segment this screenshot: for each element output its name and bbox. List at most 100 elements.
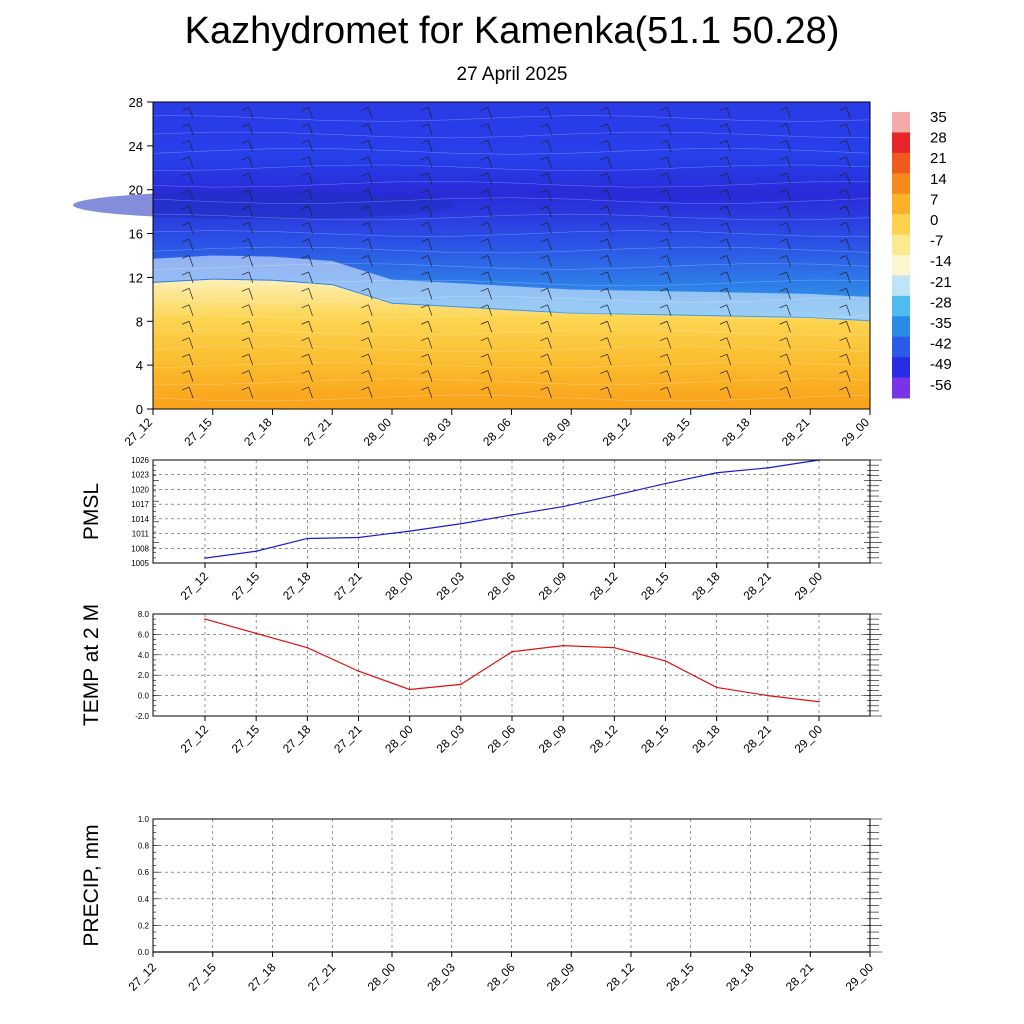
wind-barb [188, 337, 194, 349]
wind-barb-flag [301, 320, 309, 325]
wind-barb-flag [600, 222, 608, 226]
wind-barb [368, 156, 373, 168]
x-tick-label: 27_21 [331, 722, 365, 756]
wind-barb [308, 370, 313, 382]
x-tick-label: 27_18 [245, 960, 279, 994]
wind-barb [607, 189, 612, 201]
data-point [511, 514, 513, 516]
wind-barb [368, 238, 373, 251]
wind-barb [248, 107, 254, 119]
wind-barb-flag [361, 320, 369, 325]
wind-barb [487, 304, 493, 316]
wind-barb [726, 255, 732, 267]
x-tick-label: 28_15 [659, 415, 693, 449]
colorbar-swatch [892, 357, 910, 379]
wind-barb-flag [241, 205, 250, 210]
wind-barb [427, 370, 433, 382]
wind-barb [607, 304, 612, 316]
wind-barb [786, 321, 791, 333]
wind-barb-flag [182, 172, 190, 177]
wind-barb [368, 222, 373, 234]
x-tick-label: 29_00 [843, 960, 877, 994]
wind-barb [726, 304, 732, 316]
wind-barb-flag [480, 205, 489, 210]
wind-barb [487, 156, 493, 168]
x-tick-label: 28_03 [420, 415, 454, 449]
wind-barb-flag [361, 140, 369, 144]
wind-barb [846, 206, 851, 218]
wind-barb-flag [779, 353, 787, 358]
wind-barb [607, 206, 612, 218]
contour-line [152, 345, 871, 352]
wind-barb [308, 156, 313, 168]
wind-barb-flag [540, 320, 548, 325]
wind-barb-flag [779, 288, 787, 292]
data-point [715, 686, 718, 689]
wind-barb [786, 107, 791, 119]
wind-barb-flag [839, 370, 847, 374]
wind-barb [368, 354, 373, 366]
cold-core [73, 191, 453, 220]
wind-barb [427, 107, 433, 119]
data-point [408, 688, 411, 691]
wind-barb [846, 222, 851, 234]
wind-barb [487, 337, 493, 349]
wind-barb-flag [361, 156, 369, 161]
colorbar-label: 28 [930, 130, 947, 147]
wind-barb [308, 271, 313, 284]
wind-barb-flag [540, 123, 548, 128]
wind-barb-flag [421, 189, 429, 194]
wind-barb [427, 238, 433, 251]
wind-barb-flag [301, 271, 309, 276]
wind-barb-flag [480, 140, 489, 144]
wind-barb [607, 156, 612, 168]
wind-barb-flag [839, 189, 847, 194]
wind-barb [308, 189, 313, 201]
wind-barb-flag [301, 353, 309, 358]
wind-barb-flag [361, 222, 369, 226]
x-tick-label: 27_18 [280, 569, 314, 603]
y-axis-title: PRECIP, mm [80, 824, 103, 946]
wind-barb [308, 321, 313, 333]
wind-barb-flag [660, 123, 668, 128]
wind-barb-flag [779, 304, 787, 309]
x-tick-label: 28_12 [600, 415, 634, 449]
wind-barb-flag [600, 172, 608, 177]
wind-barb-flag [600, 304, 608, 309]
wind-barb-flag [839, 172, 847, 177]
y-axis-title: TEMP at 2 M [80, 604, 103, 726]
contour-line [152, 115, 871, 122]
wind-barb-flag [480, 107, 489, 111]
wind-barb-flag [241, 107, 250, 111]
temp2m-panel: -2.0 0.0 2.0 4.0 6.0 8.0 27_12 27_15 27_18 27_21 2… [80, 604, 882, 756]
y-tick-label: 20 [129, 183, 143, 198]
colorbar-swatch [892, 132, 910, 154]
wind-barb-flag [719, 255, 728, 259]
wind-barb [547, 140, 552, 152]
wind-barb [786, 189, 791, 201]
wind-barb [248, 238, 254, 251]
y-tick-label: 0.0 [138, 948, 150, 957]
wind-barb [786, 156, 791, 168]
x-tick-label: 28_12 [587, 722, 621, 756]
wind-barb [547, 222, 552, 234]
wind-barb-flag [660, 386, 668, 391]
wind-barb [726, 271, 732, 284]
wind-barb [248, 288, 254, 300]
y-tick-label: 1008 [131, 544, 149, 553]
wind-barb-flag [301, 222, 309, 226]
wind-barb-flag [361, 370, 369, 374]
wind-barb [308, 354, 313, 366]
x-tick-label: 28_18 [719, 415, 753, 449]
wind-barb [188, 288, 194, 300]
series-line [204, 618, 820, 703]
wind-barb-flag [361, 107, 369, 111]
x-tick-label: 28_06 [480, 415, 514, 449]
colorbar-swatch [892, 377, 910, 399]
wind-barb-flag [361, 238, 369, 243]
wind-barb [666, 271, 672, 284]
pmsl-panel: 1005 1008 1011 1014 1017 1020 1023 1026 27_12 27_… [80, 456, 882, 603]
wind-barb [368, 140, 373, 152]
wind-barb [607, 255, 612, 267]
wind-barb-flag [421, 386, 429, 391]
